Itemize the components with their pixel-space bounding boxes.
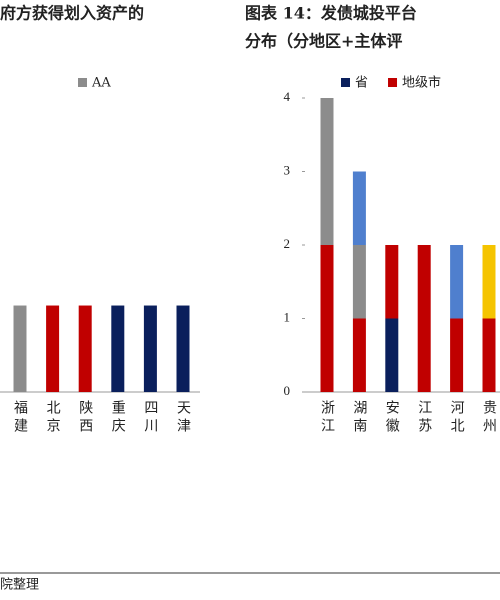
chart-subtitle: 分布（分地区+主体评 (245, 32, 402, 51)
x-tick-label: 陕西 (77, 400, 93, 436)
x-tick-label: 安徽 (384, 400, 400, 436)
legend-label: AA (91, 76, 111, 91)
chart-title: 图表 14：发债城投平台 (245, 4, 417, 23)
y-tick-label: 3 (284, 162, 291, 177)
bar (111, 305, 125, 392)
x-tick-label: 河北 (449, 400, 465, 436)
x-tick-label: 湖南 (351, 400, 367, 436)
bar-segment (450, 245, 464, 319)
bar-segment (320, 98, 334, 245)
x-tick-label: 福建 (12, 400, 28, 436)
y-tick-label: 4 (284, 89, 291, 104)
bar-segment (482, 318, 496, 392)
bar (46, 305, 60, 392)
x-tick-label: 贵州 (481, 400, 497, 436)
bar-segment (352, 245, 366, 319)
legend-label: 地级市 (402, 75, 441, 91)
y-tick-label: 1 (284, 309, 291, 324)
bar (143, 305, 157, 392)
y-tick-label: 2 (284, 236, 291, 251)
x-tick-label: 江苏 (416, 400, 432, 436)
legend-label: 省 (355, 76, 368, 91)
footer-source: 院整理 (0, 578, 39, 593)
left-title: 府方获得划入资产的 (0, 4, 144, 23)
bar (176, 305, 190, 392)
y-tick-label: 0 (284, 383, 291, 398)
bar-segment (352, 318, 366, 392)
legend-swatch (78, 78, 87, 87)
legend-swatch (388, 78, 398, 87)
bar-segment (482, 245, 496, 319)
bar-segment (320, 245, 334, 392)
x-tick-label: 重庆 (110, 400, 126, 436)
bar (78, 305, 92, 392)
bar-segment (385, 318, 399, 392)
bar-segment (450, 318, 464, 392)
bar-segment (417, 245, 431, 392)
x-tick-label: 北京 (45, 400, 61, 436)
x-tick-label: 浙江 (319, 400, 335, 436)
bar-segment (385, 245, 399, 319)
bar (13, 305, 27, 392)
x-tick-label: 天津 (175, 400, 191, 436)
bar-segment (352, 171, 366, 245)
legend-swatch (341, 78, 350, 87)
x-tick-label: 四川 (142, 400, 158, 436)
